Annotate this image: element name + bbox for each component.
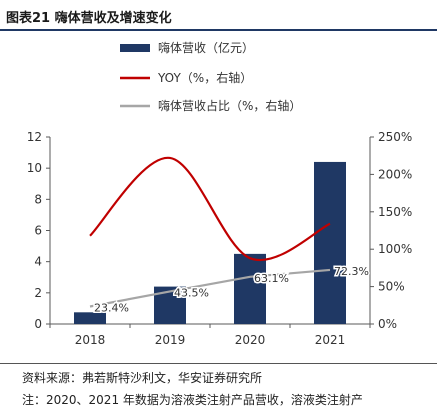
left-axis-tick-label: 2 [34, 286, 42, 300]
right-axis-tick-label: 150% [378, 205, 412, 219]
left-axis-tick-label: 10 [27, 161, 42, 175]
legend-label-revenue: 嗨体营收（亿元） [158, 40, 254, 55]
data-label-share-2020: 63.1% [254, 272, 289, 285]
figure-title: 图表21 嗨体营收及增速变化 [6, 11, 172, 26]
legend-label-share: 嗨体营收占比（%，右轴） [158, 98, 301, 113]
left-axis-tick-label: 12 [27, 130, 42, 144]
data-label-share-2018: 23.4% [94, 301, 129, 314]
legend-label-yoy: YOY（%，右轴） [157, 70, 252, 85]
left-axis-tick-label: 6 [34, 224, 42, 238]
left-axis-tick-label: 0 [34, 317, 42, 331]
x-axis-tick-label: 2021 [315, 333, 346, 347]
footer-divider [0, 363, 437, 364]
series-line-yoy [89, 156, 331, 262]
data-label-share-2019: 43.5% [174, 286, 209, 299]
source-text: 资料来源：弗若斯特沙利文，华安证券研究所 [22, 371, 263, 385]
right-axis-tick-label: 100% [378, 242, 412, 256]
legend-swatch-revenue [120, 44, 150, 52]
series-line-share [89, 268, 331, 308]
right-axis-tick-label: 50% [378, 280, 405, 294]
left-axis-tick-label: 4 [34, 255, 42, 269]
x-axis-tick-label: 2019 [155, 333, 186, 347]
bar-revenue-2018 [74, 312, 106, 324]
chart-area: 0 2 4 6 8 10 12 0% 50% 100% 150% 200% 250% 2018 2019 20… [27, 40, 413, 347]
x-axis-tick-label: 2020 [235, 333, 266, 347]
left-axis-tick-label: 8 [34, 192, 42, 206]
title-underline [0, 29, 437, 31]
right-axis-tick-label: 250% [378, 130, 412, 144]
data-label-share-2021: 72.3% [334, 265, 369, 278]
figure-header: 图表21 嗨体营收及增速变化 [0, 0, 437, 31]
right-axis-tick-label: 200% [378, 167, 412, 181]
bar-revenue-2020 [234, 253, 266, 324]
bar-revenue-2021 [314, 161, 346, 324]
x-axis-tick-label: 2018 [75, 333, 106, 347]
right-axis-tick-label: 0% [378, 317, 397, 331]
note-text: 注：2020、2021 年数据为溶液类注射产品营收，溶液类注射产 [22, 393, 363, 407]
